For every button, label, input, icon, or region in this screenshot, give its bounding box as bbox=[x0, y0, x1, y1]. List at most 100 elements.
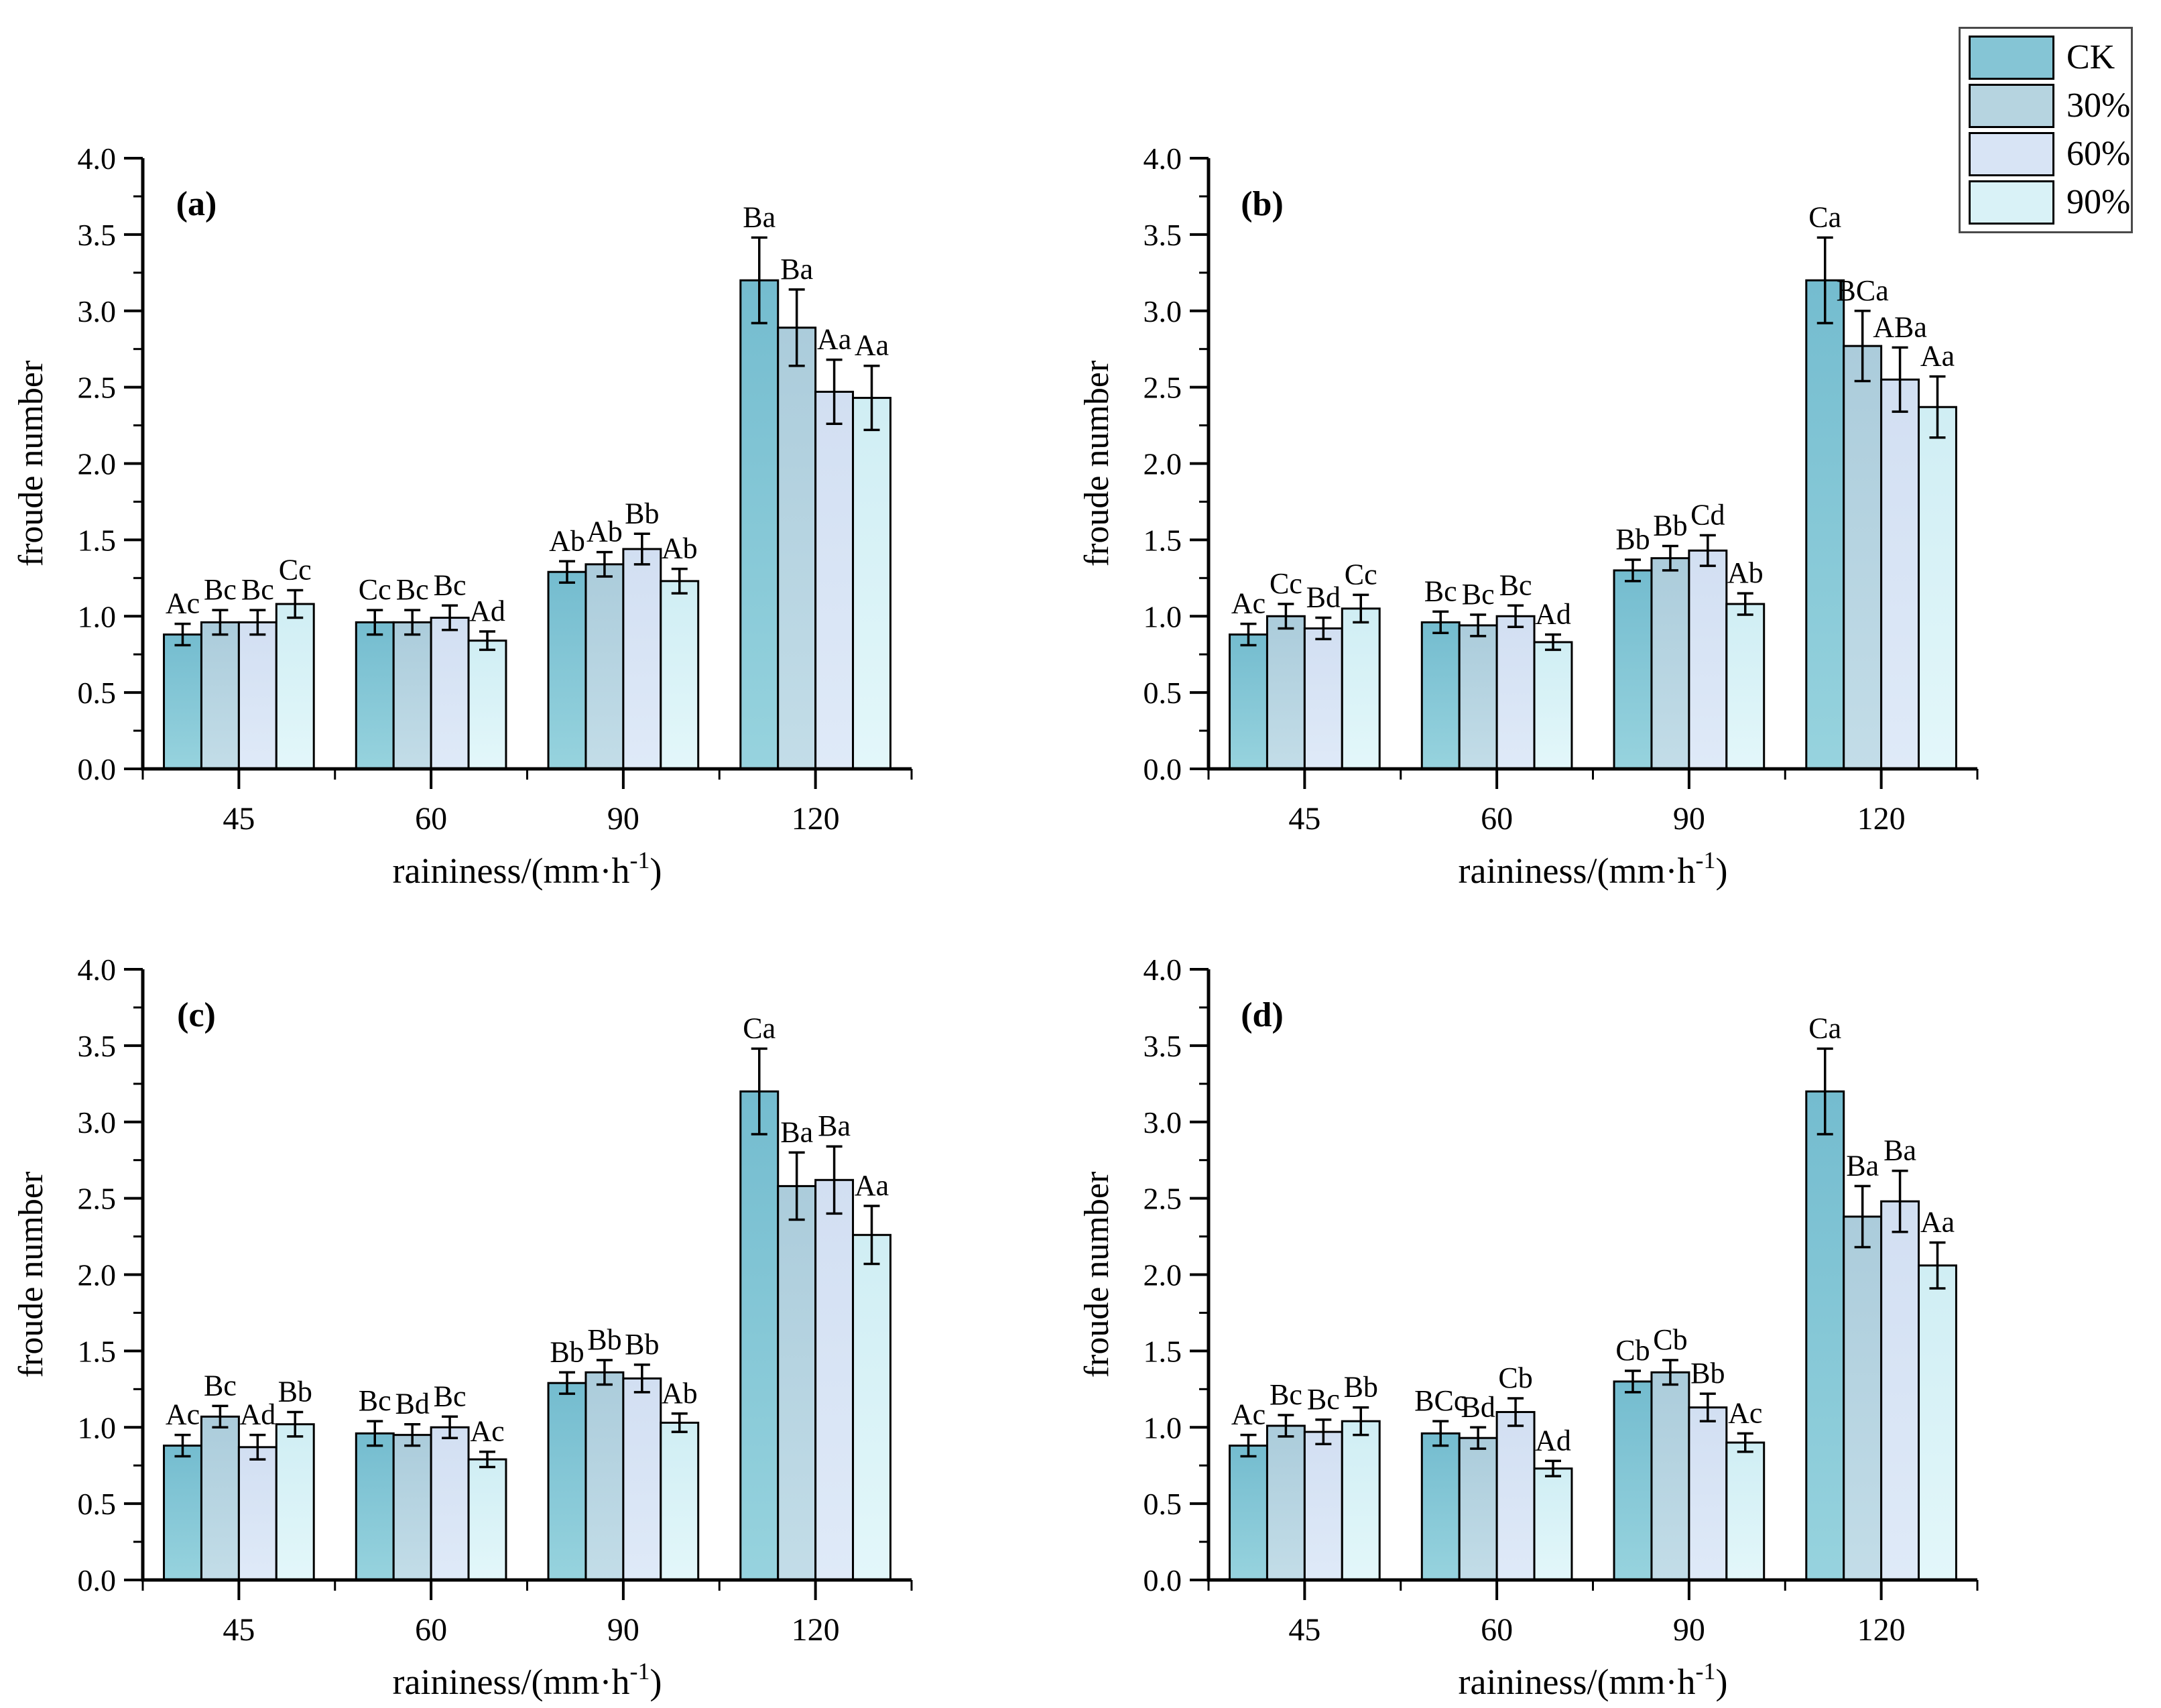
panel-label: (d) bbox=[1241, 996, 1284, 1034]
bar-annotation: Ca bbox=[1808, 200, 1841, 233]
error-bar bbox=[1507, 1397, 1524, 1427]
legend: CK 30% 60% 90% bbox=[1959, 27, 2133, 233]
error-bar bbox=[671, 1412, 688, 1433]
bar-annotation: Cd bbox=[1690, 499, 1725, 532]
bar-annotation: Bc bbox=[204, 1369, 237, 1402]
bar-annotation: Ca bbox=[1808, 1012, 1841, 1044]
error-bar bbox=[1315, 1418, 1332, 1446]
bar bbox=[1533, 641, 1573, 770]
y-tick-label: 1.5 bbox=[1144, 1334, 1182, 1368]
error-bar bbox=[671, 567, 688, 595]
error-bar bbox=[174, 1433, 191, 1458]
bar-annotation: Bc bbox=[1499, 568, 1532, 601]
y-tick-label: 2.5 bbox=[78, 371, 117, 405]
bar-annotation: Bc bbox=[359, 1384, 391, 1417]
bar-annotation: Aa bbox=[1920, 1206, 1955, 1239]
y-tick-label: 2.5 bbox=[78, 1182, 117, 1216]
bar bbox=[622, 1377, 662, 1581]
bar-annotation: Bb bbox=[625, 497, 659, 530]
x-tick-label: 45 bbox=[1288, 801, 1320, 837]
error-bar bbox=[212, 609, 229, 636]
bar-annotation: Bb bbox=[625, 1328, 659, 1361]
bar-annotation: Cb bbox=[1498, 1361, 1532, 1394]
bar-annotation: Ab bbox=[586, 515, 623, 548]
legend-swatch-ck bbox=[1969, 36, 2054, 80]
x-tick-label: 120 bbox=[792, 1612, 840, 1648]
x-tick-label: 60 bbox=[415, 801, 447, 837]
bar bbox=[275, 1423, 315, 1581]
y-tick-label: 0.0 bbox=[1144, 1563, 1182, 1597]
y-tick-label: 2.5 bbox=[1144, 371, 1182, 405]
error-bar bbox=[1470, 1426, 1487, 1450]
bar-annotation: Cc bbox=[1270, 567, 1302, 600]
bar-annotation: Ac bbox=[1231, 1398, 1265, 1431]
y-tick-label: 2.0 bbox=[78, 447, 117, 481]
x-axis-title: raininess/(mm·h-1) bbox=[1459, 1658, 1728, 1702]
y-axis-title: froude number bbox=[1078, 1172, 1116, 1378]
error-bar bbox=[1662, 544, 1678, 572]
bar bbox=[237, 621, 277, 770]
bar bbox=[660, 1421, 700, 1581]
bar-annotation: Bc bbox=[434, 1380, 467, 1412]
x-tick-label: 45 bbox=[1288, 1612, 1320, 1648]
legend-row-90: 90% bbox=[1969, 180, 2130, 225]
x-tick-label: 45 bbox=[223, 1612, 255, 1648]
x-axis-title: raininess/(mm·h-1) bbox=[1459, 847, 1728, 891]
legend-label-90: 90% bbox=[2066, 183, 2131, 221]
bar bbox=[814, 1178, 855, 1581]
bar bbox=[1805, 1090, 1845, 1581]
bar bbox=[1303, 1430, 1343, 1581]
x-tick-label: 120 bbox=[792, 801, 840, 837]
bar bbox=[777, 326, 817, 770]
y-tick-label: 0.5 bbox=[78, 1487, 117, 1521]
bar-annotation: Ad bbox=[239, 1398, 275, 1431]
y-tick-label: 2.0 bbox=[1144, 447, 1182, 481]
bar-annotation: Ca bbox=[743, 1012, 776, 1044]
y-tick-label: 0.0 bbox=[78, 1563, 117, 1597]
bar-annotation: Ba bbox=[780, 253, 813, 286]
error-bar bbox=[751, 1047, 767, 1136]
bar bbox=[1650, 1371, 1690, 1581]
error-bar bbox=[1929, 1241, 1946, 1290]
y-tick-label: 2.0 bbox=[78, 1258, 117, 1292]
error-bar bbox=[1625, 558, 1642, 583]
error-bar bbox=[788, 1151, 805, 1221]
y-axis-title: froude number bbox=[12, 361, 50, 567]
error-bar bbox=[1854, 310, 1871, 383]
error-bar bbox=[1507, 604, 1524, 628]
bar-annotation: Bd bbox=[1306, 581, 1341, 614]
x-tick-label: 60 bbox=[1481, 801, 1513, 837]
y-tick-label: 3.5 bbox=[1144, 218, 1182, 252]
y-tick-label: 4.0 bbox=[78, 953, 117, 987]
error-bar bbox=[559, 560, 576, 584]
bar-annotation: Ad bbox=[469, 595, 505, 627]
bar bbox=[777, 1184, 817, 1581]
error-bar bbox=[1432, 610, 1449, 635]
y-tick-label: 3.0 bbox=[1144, 1105, 1182, 1140]
y-tick-label: 3.0 bbox=[1144, 294, 1182, 328]
legend-row-ck: CK bbox=[1969, 36, 2123, 80]
bar bbox=[1688, 549, 1728, 770]
bar bbox=[1229, 633, 1268, 770]
error-bar bbox=[1240, 1433, 1257, 1458]
bar-annotation: Ac bbox=[166, 587, 200, 620]
error-bar bbox=[367, 1420, 383, 1447]
panel-label: (a) bbox=[176, 185, 217, 223]
error-bar bbox=[1315, 616, 1332, 641]
bar-annotation: BCa bbox=[1837, 274, 1889, 307]
bar-annotation: ABa bbox=[1873, 310, 1927, 343]
bar-annotation: Ad bbox=[1535, 1424, 1571, 1457]
bar-annotation: Ba bbox=[818, 1109, 851, 1142]
y-tick-label: 2.5 bbox=[1144, 1182, 1182, 1216]
error-bar bbox=[1892, 1169, 1908, 1233]
bar bbox=[1420, 1432, 1461, 1581]
x-tick-label: 90 bbox=[1673, 801, 1705, 837]
y-axis-title: froude number bbox=[1078, 361, 1116, 567]
error-bar bbox=[559, 1371, 576, 1395]
error-bar bbox=[174, 622, 191, 647]
bar bbox=[739, 279, 780, 770]
bar bbox=[1918, 1264, 1957, 1581]
error-bar bbox=[1470, 613, 1487, 637]
error-bar bbox=[249, 1433, 266, 1461]
